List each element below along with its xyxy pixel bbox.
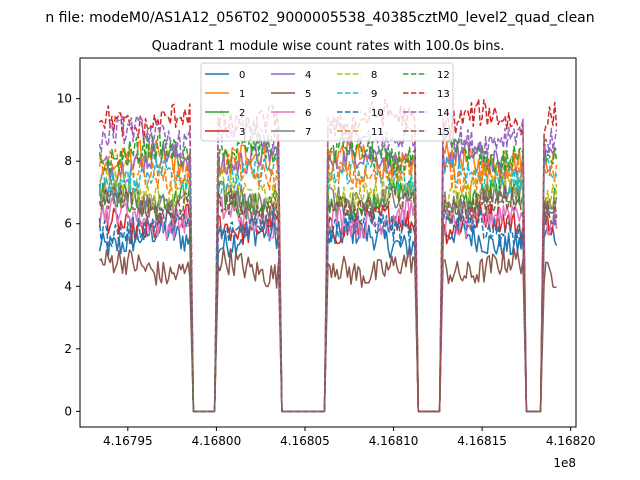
series-line-5: [99, 247, 557, 413]
legend-label: 12: [437, 70, 450, 81]
legend-label: 1: [239, 89, 245, 100]
series-line-10: [98, 204, 558, 413]
legend-label: 3: [239, 127, 245, 138]
legend-label: 10: [371, 108, 384, 119]
y-tick-label: 0: [64, 404, 72, 418]
x-offset-label: 1e8: [553, 456, 576, 470]
suptitle: n file: modeM0/AS1A12_056T02_9000005538_…: [45, 10, 594, 26]
plot-frame: [79, 57, 577, 428]
x-tick-label: 4.16800: [192, 434, 242, 448]
series-line-8: [98, 168, 558, 413]
y-tick-label: 10: [57, 92, 72, 106]
series-line-6: [98, 195, 558, 413]
series-line-15: [98, 184, 558, 413]
legend-frame: [200, 62, 454, 142]
legend-label: 6: [305, 108, 311, 119]
legend-label: 7: [305, 127, 311, 138]
legend-label: 5: [305, 89, 311, 100]
series-line-2: [98, 176, 558, 413]
series-line-13: [98, 98, 558, 413]
series-line-1: [98, 138, 558, 413]
x-tick-label: 4.16820: [546, 434, 596, 448]
legend-label: 4: [305, 70, 311, 81]
legend-label: 13: [437, 89, 450, 100]
series-line-9: [98, 154, 558, 413]
y-tick-label: 6: [64, 217, 72, 231]
y-tick-label: 8: [64, 154, 72, 168]
x-tick-label: 4.16795: [103, 434, 153, 448]
x-tick-label: 4.16805: [280, 434, 330, 448]
x-tick-label: 4.16810: [369, 434, 419, 448]
legend-label: 11: [371, 127, 384, 138]
y-tick-label: 4: [64, 279, 72, 293]
legend-label: 8: [371, 70, 377, 81]
series-line-11: [98, 148, 558, 413]
legend-label: 14: [437, 108, 450, 119]
legend-label: 15: [437, 127, 450, 138]
legend-label: 9: [371, 89, 377, 100]
y-tick-label: 2: [64, 342, 72, 356]
legend-label: 2: [239, 108, 245, 119]
chart-title: Quadrant 1 module wise count rates with …: [152, 39, 505, 54]
axes-layer: 4.16795 4.16800 4.16805 4.16810 4.16815 4.168…: [57, 92, 596, 448]
x-tick-label: 4.16815: [457, 434, 507, 448]
legend-label: 0: [239, 70, 245, 81]
